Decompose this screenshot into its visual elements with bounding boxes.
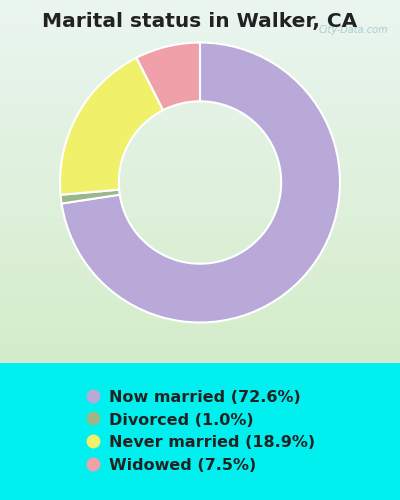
FancyBboxPatch shape <box>0 236 400 242</box>
FancyBboxPatch shape <box>0 332 400 338</box>
FancyBboxPatch shape <box>0 242 400 248</box>
FancyBboxPatch shape <box>0 12 400 18</box>
FancyBboxPatch shape <box>0 36 400 43</box>
FancyBboxPatch shape <box>0 175 400 181</box>
FancyBboxPatch shape <box>0 109 400 115</box>
FancyBboxPatch shape <box>0 260 400 266</box>
FancyBboxPatch shape <box>0 284 400 290</box>
FancyBboxPatch shape <box>0 344 400 350</box>
FancyBboxPatch shape <box>0 266 400 272</box>
FancyBboxPatch shape <box>0 42 400 48</box>
FancyBboxPatch shape <box>0 151 400 157</box>
FancyBboxPatch shape <box>0 48 400 54</box>
FancyBboxPatch shape <box>0 96 400 102</box>
FancyBboxPatch shape <box>0 145 400 151</box>
FancyBboxPatch shape <box>0 248 400 254</box>
FancyBboxPatch shape <box>0 326 400 332</box>
Wedge shape <box>60 58 163 195</box>
FancyBboxPatch shape <box>0 163 400 169</box>
FancyBboxPatch shape <box>0 278 400 284</box>
FancyBboxPatch shape <box>0 218 400 224</box>
FancyBboxPatch shape <box>0 72 400 78</box>
FancyBboxPatch shape <box>0 308 400 314</box>
FancyBboxPatch shape <box>0 302 400 308</box>
FancyBboxPatch shape <box>0 356 400 362</box>
FancyBboxPatch shape <box>0 121 400 127</box>
FancyBboxPatch shape <box>0 157 400 163</box>
FancyBboxPatch shape <box>0 0 400 6</box>
FancyBboxPatch shape <box>0 90 400 96</box>
FancyBboxPatch shape <box>0 18 400 24</box>
FancyBboxPatch shape <box>0 127 400 133</box>
Wedge shape <box>136 42 200 110</box>
FancyBboxPatch shape <box>0 188 400 194</box>
Legend: Now married (72.6%), Divorced (1.0%), Never married (18.9%), Widowed (7.5%): Now married (72.6%), Divorced (1.0%), Ne… <box>85 389 315 473</box>
FancyBboxPatch shape <box>0 24 400 30</box>
FancyBboxPatch shape <box>0 78 400 84</box>
FancyBboxPatch shape <box>0 115 400 121</box>
FancyBboxPatch shape <box>0 212 400 218</box>
FancyBboxPatch shape <box>0 320 400 326</box>
Text: Marital status in Walker, CA: Marital status in Walker, CA <box>42 12 358 32</box>
FancyBboxPatch shape <box>0 54 400 60</box>
FancyBboxPatch shape <box>0 296 400 302</box>
FancyBboxPatch shape <box>0 133 400 139</box>
FancyBboxPatch shape <box>0 206 400 212</box>
FancyBboxPatch shape <box>0 139 400 145</box>
FancyBboxPatch shape <box>0 272 400 278</box>
FancyBboxPatch shape <box>0 254 400 260</box>
FancyBboxPatch shape <box>0 314 400 320</box>
FancyBboxPatch shape <box>0 169 400 175</box>
FancyBboxPatch shape <box>0 60 400 66</box>
FancyBboxPatch shape <box>0 66 400 72</box>
FancyBboxPatch shape <box>0 194 400 200</box>
FancyBboxPatch shape <box>0 30 400 36</box>
FancyBboxPatch shape <box>0 181 400 188</box>
FancyBboxPatch shape <box>0 338 400 344</box>
FancyBboxPatch shape <box>0 84 400 90</box>
FancyBboxPatch shape <box>0 224 400 230</box>
Wedge shape <box>62 42 340 322</box>
Text: City-Data.com: City-Data.com <box>318 26 388 36</box>
FancyBboxPatch shape <box>0 200 400 205</box>
FancyBboxPatch shape <box>0 6 400 12</box>
FancyBboxPatch shape <box>0 290 400 296</box>
FancyBboxPatch shape <box>0 350 400 356</box>
FancyBboxPatch shape <box>0 102 400 109</box>
FancyBboxPatch shape <box>0 230 400 235</box>
Wedge shape <box>60 190 120 203</box>
